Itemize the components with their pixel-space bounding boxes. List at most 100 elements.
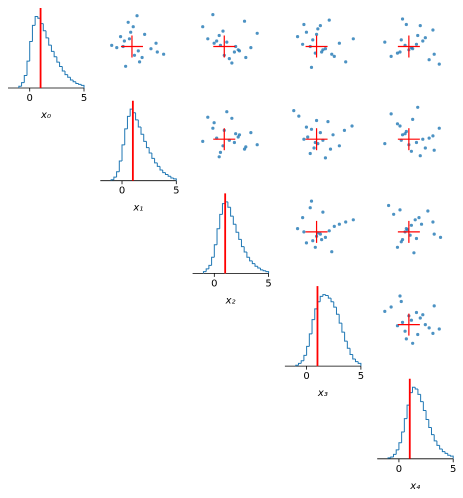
x-axis-label: x₀	[40, 110, 51, 121]
histogram-step	[306, 345, 310, 356]
scatter-point	[230, 61, 234, 65]
histogram-step	[335, 307, 340, 315]
scatter-point	[414, 310, 419, 315]
scatter-point	[244, 145, 248, 149]
scatter-point	[129, 30, 133, 34]
scatter-point	[389, 54, 393, 59]
scatter-point	[227, 57, 231, 61]
histogram-step	[303, 354, 307, 361]
histogram-step	[392, 453, 397, 458]
scatter-point	[237, 49, 242, 53]
scatter-point	[342, 128, 347, 132]
histogram-step	[344, 332, 348, 342]
scatter-point	[416, 332, 420, 337]
scatter-point	[308, 206, 312, 210]
scatter-point	[313, 245, 317, 249]
histogram-step	[327, 295, 332, 299]
scatter-point	[215, 39, 219, 43]
scatter-point	[255, 143, 259, 147]
scatter-point	[423, 36, 427, 40]
histogram-step	[341, 323, 345, 333]
scatter-point	[244, 55, 248, 60]
scatter-point	[421, 313, 425, 317]
histogram-step	[140, 127, 144, 135]
scatter-point	[404, 227, 408, 231]
scatter-point	[337, 41, 341, 45]
scatter-point	[395, 122, 400, 126]
histogram-step	[414, 387, 418, 390]
scatter-point	[232, 140, 236, 145]
histogram-step	[78, 83, 82, 85]
scatter-point	[383, 40, 387, 44]
histogram-step	[143, 134, 147, 142]
scatter-point	[432, 52, 436, 56]
scatter-point	[326, 120, 330, 124]
histogram-step	[29, 41, 33, 62]
scatter-point	[314, 32, 319, 37]
histogram-step	[154, 158, 158, 164]
scatter-point	[124, 64, 128, 68]
scatter-point	[395, 51, 400, 55]
scatter-point	[417, 216, 421, 220]
x-tick-label: 0	[396, 464, 402, 475]
scatter-point	[304, 30, 309, 34]
scatter-point	[212, 41, 216, 45]
scatter-point	[437, 62, 441, 66]
histogram-step	[167, 174, 171, 177]
x-tick-label: 5	[265, 278, 271, 289]
histogram-step	[227, 201, 231, 208]
histogram-step	[42, 23, 46, 32]
histogram-step	[254, 263, 258, 267]
histogram-step	[251, 260, 256, 265]
scatter-point	[400, 17, 405, 21]
histogram-step	[439, 445, 443, 450]
histogram-step	[346, 341, 351, 349]
histogram-step	[110, 179, 114, 181]
scatter-point	[218, 150, 223, 154]
x-tick-label: 5	[450, 464, 456, 475]
scatter-point	[398, 294, 402, 298]
scatter-point	[383, 309, 387, 313]
scatter-point	[149, 47, 153, 51]
scatter-point	[309, 199, 314, 203]
scatter-point	[302, 230, 306, 234]
histogram-step	[159, 166, 163, 171]
scatter-point	[403, 132, 407, 136]
histogram-step	[145, 141, 150, 149]
scatter-point	[320, 50, 324, 54]
histogram-step	[235, 224, 239, 233]
scatter-point	[387, 203, 391, 208]
scatter-point	[126, 20, 130, 24]
scatter-point	[337, 222, 341, 226]
scatter-point	[398, 50, 402, 54]
scatter-point	[327, 18, 331, 22]
histogram-step	[162, 169, 166, 174]
scatter-point	[312, 146, 316, 150]
scatter-point	[242, 19, 247, 23]
histogram-step	[221, 203, 226, 215]
x-axis-label: x₃	[317, 388, 328, 399]
histogram-step	[56, 56, 60, 63]
scatter-point	[292, 109, 296, 113]
scatter-point	[302, 137, 306, 141]
scatter-point	[344, 60, 348, 64]
scatter-point	[110, 43, 114, 48]
histogram-step	[449, 455, 454, 459]
histogram-step	[297, 362, 302, 366]
scatter-point	[389, 305, 393, 309]
x-tick-label: 0	[119, 186, 125, 197]
scatter-point	[135, 14, 139, 18]
scatter-point	[297, 114, 301, 118]
scatter-point	[136, 49, 140, 53]
histogram-step	[116, 171, 120, 178]
scatter-point	[330, 52, 334, 56]
histogram-step	[34, 15, 38, 26]
histogram-step	[238, 232, 242, 240]
x-tick-label: 0	[211, 278, 217, 289]
scatter-point	[234, 44, 238, 49]
histogram-step	[219, 213, 223, 229]
scatter-point	[427, 58, 431, 62]
histogram-step	[308, 333, 313, 347]
histogram-step	[208, 264, 212, 269]
scatter-point	[225, 40, 229, 44]
